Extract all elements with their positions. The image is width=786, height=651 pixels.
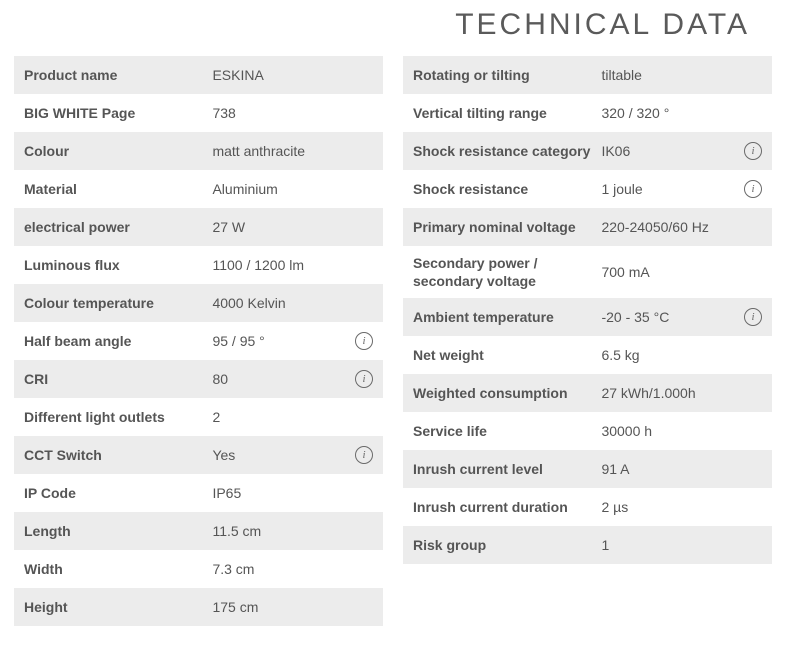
spec-label: Product name (24, 66, 212, 84)
spec-label: Primary nominal voltage (413, 218, 601, 236)
spec-value: ESKINA (212, 66, 373, 84)
page-title: TECHNICAL DATA (14, 8, 772, 42)
table-row: Height175 cm (14, 588, 383, 626)
spec-value: 1 joule (601, 180, 762, 198)
spec-label: Risk group (413, 536, 601, 554)
spec-value: 220-24050/60 Hz (601, 218, 762, 236)
spec-value: tiltable (601, 66, 762, 84)
spec-value: 7.3 cm (212, 560, 373, 578)
spec-value: 738 (212, 104, 373, 122)
spec-label: CRI (24, 370, 212, 388)
table-row: Net weight6.5 kg (403, 336, 772, 374)
spec-label: IP Code (24, 484, 212, 502)
table-row: IP CodeIP65 (14, 474, 383, 512)
info-icon[interactable]: i (355, 370, 373, 388)
spec-value: Aluminium (212, 180, 373, 198)
info-icon[interactable]: i (355, 332, 373, 350)
spec-tables: Product nameESKINABIG WHITE Page738Colou… (14, 56, 772, 626)
table-row: Width7.3 cm (14, 550, 383, 588)
spec-label: electrical power (24, 218, 212, 236)
table-row: Shock resistance categoryIK06i (403, 132, 772, 170)
spec-value: 4000 Kelvin (212, 294, 373, 312)
spec-value: 700 mA (601, 263, 762, 281)
spec-value: 30000 h (601, 422, 762, 440)
spec-label: Length (24, 522, 212, 540)
spec-value: Yes (212, 446, 373, 464)
spec-table-right: Rotating or tiltingtiltableVertical tilt… (403, 56, 772, 626)
table-row: Service life30000 h (403, 412, 772, 450)
spec-label: Net weight (413, 346, 601, 364)
table-row: Inrush current duration2 µs (403, 488, 772, 526)
table-row: Shock resistance1 joulei (403, 170, 772, 208)
info-icon[interactable]: i (355, 446, 373, 464)
table-row: electrical power27 W (14, 208, 383, 246)
table-row: Luminous flux1100 / 1200 lm (14, 246, 383, 284)
table-row: Colour temperature4000 Kelvin (14, 284, 383, 322)
spec-label: Inrush current level (413, 460, 601, 478)
spec-table-left: Product nameESKINABIG WHITE Page738Colou… (14, 56, 383, 626)
table-row: Weighted consumption27 kWh/1.000h (403, 374, 772, 412)
spec-label: Width (24, 560, 212, 578)
spec-value: 1100 / 1200 lm (212, 256, 373, 274)
table-row: Risk group1 (403, 526, 772, 564)
spec-value: IP65 (212, 484, 373, 502)
table-row: CCT SwitchYesi (14, 436, 383, 474)
table-row: Ambient temperature-20 - 35 °Ci (403, 298, 772, 336)
spec-label: Ambient temperature (413, 308, 601, 326)
spec-value: 91 A (601, 460, 762, 478)
spec-value: 175 cm (212, 598, 373, 616)
table-row: Product nameESKINA (14, 56, 383, 94)
table-row: Vertical tilting range320 / 320 ° (403, 94, 772, 132)
table-row: Inrush current level91 A (403, 450, 772, 488)
spec-value: 6.5 kg (601, 346, 762, 364)
spec-label: CCT Switch (24, 446, 212, 464)
spec-label: Colour temperature (24, 294, 212, 312)
info-icon[interactable]: i (744, 308, 762, 326)
spec-value: 27 kWh/1.000h (601, 384, 762, 402)
spec-label: Service life (413, 422, 601, 440)
spec-label: Half beam angle (24, 332, 212, 350)
spec-value: 27 W (212, 218, 373, 236)
spec-label: Inrush current duration (413, 498, 601, 516)
spec-label: Shock resistance category (413, 142, 601, 160)
table-row: CRI80i (14, 360, 383, 398)
spec-label: Height (24, 598, 212, 616)
technical-data-panel: TECHNICAL DATA Product nameESKINABIG WHI… (0, 0, 786, 626)
spec-value: 2 (212, 408, 373, 426)
spec-label: Secondary power / secondary voltage (413, 254, 601, 290)
table-row: Length11.5 cm (14, 512, 383, 550)
info-icon[interactable]: i (744, 142, 762, 160)
spec-value: 320 / 320 ° (601, 104, 762, 122)
spec-value: 95 / 95 ° (212, 332, 373, 350)
table-row: Colourmatt anthracite (14, 132, 383, 170)
spec-label: Luminous flux (24, 256, 212, 274)
table-row: Different light outlets2 (14, 398, 383, 436)
table-row: BIG WHITE Page738 (14, 94, 383, 132)
spec-value: 2 µs (601, 498, 762, 516)
spec-value: 1 (601, 536, 762, 554)
spec-value: matt anthracite (212, 142, 373, 160)
table-row: Secondary power / secondary voltage700 m… (403, 246, 772, 298)
spec-label: Different light outlets (24, 408, 212, 426)
info-icon[interactable]: i (744, 180, 762, 198)
table-row: Primary nominal voltage220-24050/60 Hz (403, 208, 772, 246)
spec-value: 80 (212, 370, 373, 388)
table-row: MaterialAluminium (14, 170, 383, 208)
spec-label: Material (24, 180, 212, 198)
table-row: Half beam angle95 / 95 °i (14, 322, 383, 360)
spec-label: Rotating or tilting (413, 66, 601, 84)
table-row: Rotating or tiltingtiltable (403, 56, 772, 94)
spec-value: IK06 (601, 142, 762, 160)
spec-value: 11.5 cm (212, 522, 373, 540)
spec-label: Colour (24, 142, 212, 160)
spec-label: Weighted consumption (413, 384, 601, 402)
spec-value: -20 - 35 °C (601, 308, 762, 326)
spec-label: Vertical tilting range (413, 104, 601, 122)
spec-label: BIG WHITE Page (24, 104, 212, 122)
spec-label: Shock resistance (413, 180, 601, 198)
